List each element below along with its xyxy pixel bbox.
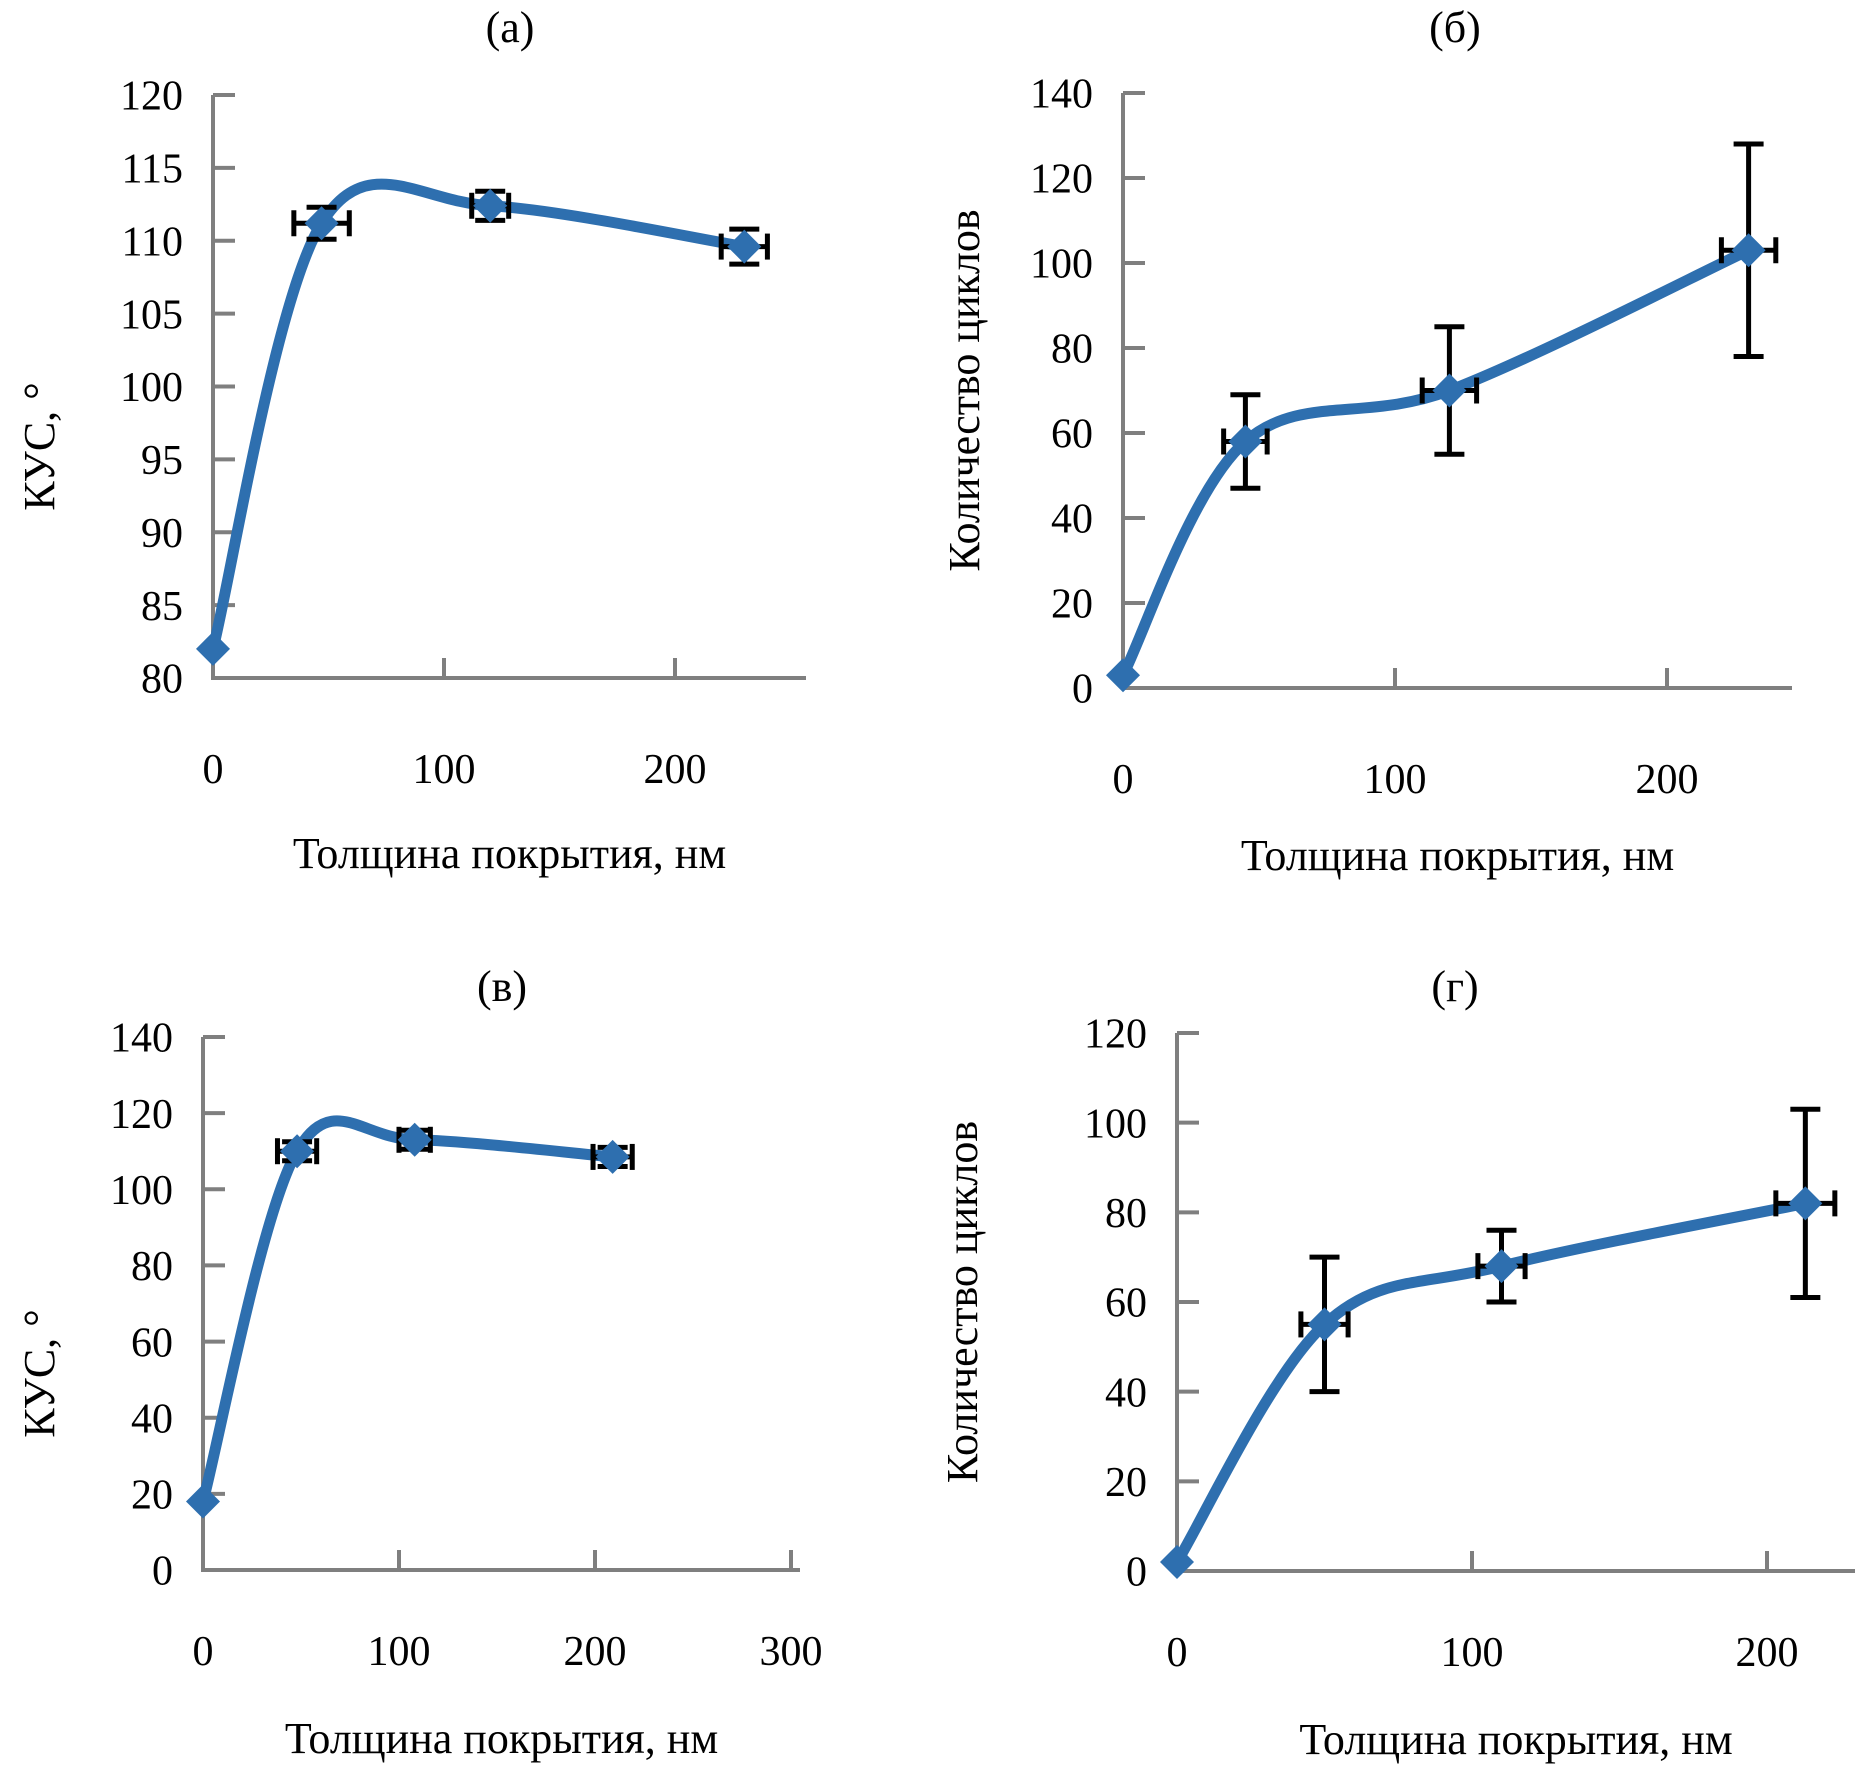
x-tick-label: 200 xyxy=(644,747,707,793)
chart-panel-v: (в) 0 20 40 60 80 100 120 140 0 100 200 300 Толщина п… xyxy=(0,889,932,1779)
y-tick-label: 110 xyxy=(122,219,183,265)
y-tick-label: 20 xyxy=(1105,1460,1147,1506)
x-axis-title: Толщина покрытия, нм xyxy=(1299,1715,1732,1764)
data-point-marker xyxy=(280,1134,315,1169)
x-tick-label: 300 xyxy=(760,1629,823,1675)
data-point-marker xyxy=(1788,1186,1823,1221)
x-tick-label: 0 xyxy=(203,747,224,793)
y-tick-label: 95 xyxy=(141,438,183,484)
x-axis-title: Толщина покрытия, нм xyxy=(285,1714,718,1763)
chart-svg-b: (б) 0 20 40 60 80 100 120 140 0 100 200 Толщина покр… xyxy=(940,3,1792,880)
y-tick-label: 80 xyxy=(131,1244,173,1290)
data-point-marker xyxy=(1307,1307,1342,1342)
y-tick-label: 100 xyxy=(110,1168,173,1214)
chart-panel-b: (б) 0 20 40 60 80 100 120 140 0 100 200 Толщина покр… xyxy=(931,0,1863,890)
data-point-marker xyxy=(1731,233,1766,268)
data-point-marker xyxy=(304,206,339,241)
y-tick-label: 100 xyxy=(1030,242,1093,288)
y-tick-label: 60 xyxy=(1105,1281,1147,1327)
x-tick-label: 0 xyxy=(193,1629,214,1675)
x-axis-title: Толщина покрытия, нм xyxy=(1241,831,1674,880)
data-point-marker xyxy=(473,188,508,223)
y-tick-label: 40 xyxy=(1051,497,1093,543)
y-tick-label: 120 xyxy=(120,74,183,120)
data-curve xyxy=(1117,244,1755,681)
y-tick-label: 0 xyxy=(1126,1550,1147,1596)
x-tick-label: 100 xyxy=(413,747,476,793)
x-tick-label: 100 xyxy=(368,1629,431,1675)
y-tick-label: 60 xyxy=(131,1320,173,1366)
y-tick-label: 80 xyxy=(1051,327,1093,373)
y-tick-label: 100 xyxy=(1084,1101,1147,1147)
data-point-marker xyxy=(1160,1545,1194,1580)
data-curve xyxy=(197,1115,619,1507)
y-tick-label: 120 xyxy=(110,1092,173,1138)
chart-panel-g: (г) 0 20 40 60 80 100 120 0 100 200 Толщина покрыти… xyxy=(931,889,1863,1779)
data-point-marker xyxy=(595,1139,630,1174)
y-axis-title: КУС, ° xyxy=(15,1309,64,1438)
x-axis-title: Толщина покрытия, нм xyxy=(293,829,726,878)
x-tick-label: 100 xyxy=(1441,1630,1504,1676)
data-point-marker xyxy=(1432,373,1467,408)
y-tick-label: 80 xyxy=(141,657,183,703)
chart-panel-a: (а) 80 85 90 95 100 105 110 115 120 0 100 200 Толщина… xyxy=(0,0,932,890)
data-curve xyxy=(207,178,750,655)
chart-title: (г) xyxy=(1431,962,1478,1011)
y-tick-label: 120 xyxy=(1084,1012,1147,1058)
chart-title: (б) xyxy=(1429,3,1481,52)
y-tick-label: 20 xyxy=(131,1473,173,1519)
y-tick-label: 40 xyxy=(131,1396,173,1442)
x-tick-label: 100 xyxy=(1364,757,1427,803)
y-tick-label: 120 xyxy=(1030,157,1093,203)
y-tick-label: 140 xyxy=(1030,72,1093,118)
chart-title: (а) xyxy=(486,3,535,52)
y-axis-title: Количество циклов xyxy=(940,209,989,571)
y-axis-title: КУС, ° xyxy=(15,382,64,511)
x-tick-label: 0 xyxy=(1167,1630,1188,1676)
data-point-marker xyxy=(397,1122,432,1157)
chart-svg-v: (в) 0 20 40 60 80 100 120 140 0 100 200 300 Толщина п… xyxy=(15,962,823,1763)
y-tick-label: 85 xyxy=(141,584,183,630)
y-tick-label: 60 xyxy=(1051,412,1093,458)
y-tick-label: 100 xyxy=(120,365,183,411)
chart-title: (в) xyxy=(477,962,527,1011)
data-point-marker xyxy=(1228,424,1263,459)
y-tick-label: 105 xyxy=(120,292,183,338)
data-point-marker xyxy=(1106,658,1140,693)
y-tick-label: 0 xyxy=(1072,667,1093,713)
x-tick-label: 200 xyxy=(564,1629,627,1675)
y-tick-label: 90 xyxy=(141,511,183,557)
y-tick-label: 80 xyxy=(1105,1191,1147,1237)
data-point-marker xyxy=(196,631,230,666)
data-point-marker xyxy=(186,1484,220,1519)
y-tick-label: 20 xyxy=(1051,582,1093,628)
data-point-marker xyxy=(727,229,762,264)
x-tick-label: 200 xyxy=(1636,757,1699,803)
data-curve xyxy=(1171,1197,1811,1568)
y-tick-label: 140 xyxy=(110,1016,173,1062)
x-tick-label: 200 xyxy=(1736,1630,1799,1676)
y-axis-title: Количество циклов xyxy=(938,1121,987,1483)
chart-svg-a: (а) 80 85 90 95 100 105 110 115 120 0 100 200 Толщина… xyxy=(15,3,806,878)
y-tick-label: 115 xyxy=(122,147,183,193)
data-point-marker xyxy=(1484,1249,1519,1284)
x-tick-label: 0 xyxy=(1113,757,1134,803)
y-tick-label: 40 xyxy=(1105,1370,1147,1416)
y-tick-label: 0 xyxy=(152,1549,173,1595)
